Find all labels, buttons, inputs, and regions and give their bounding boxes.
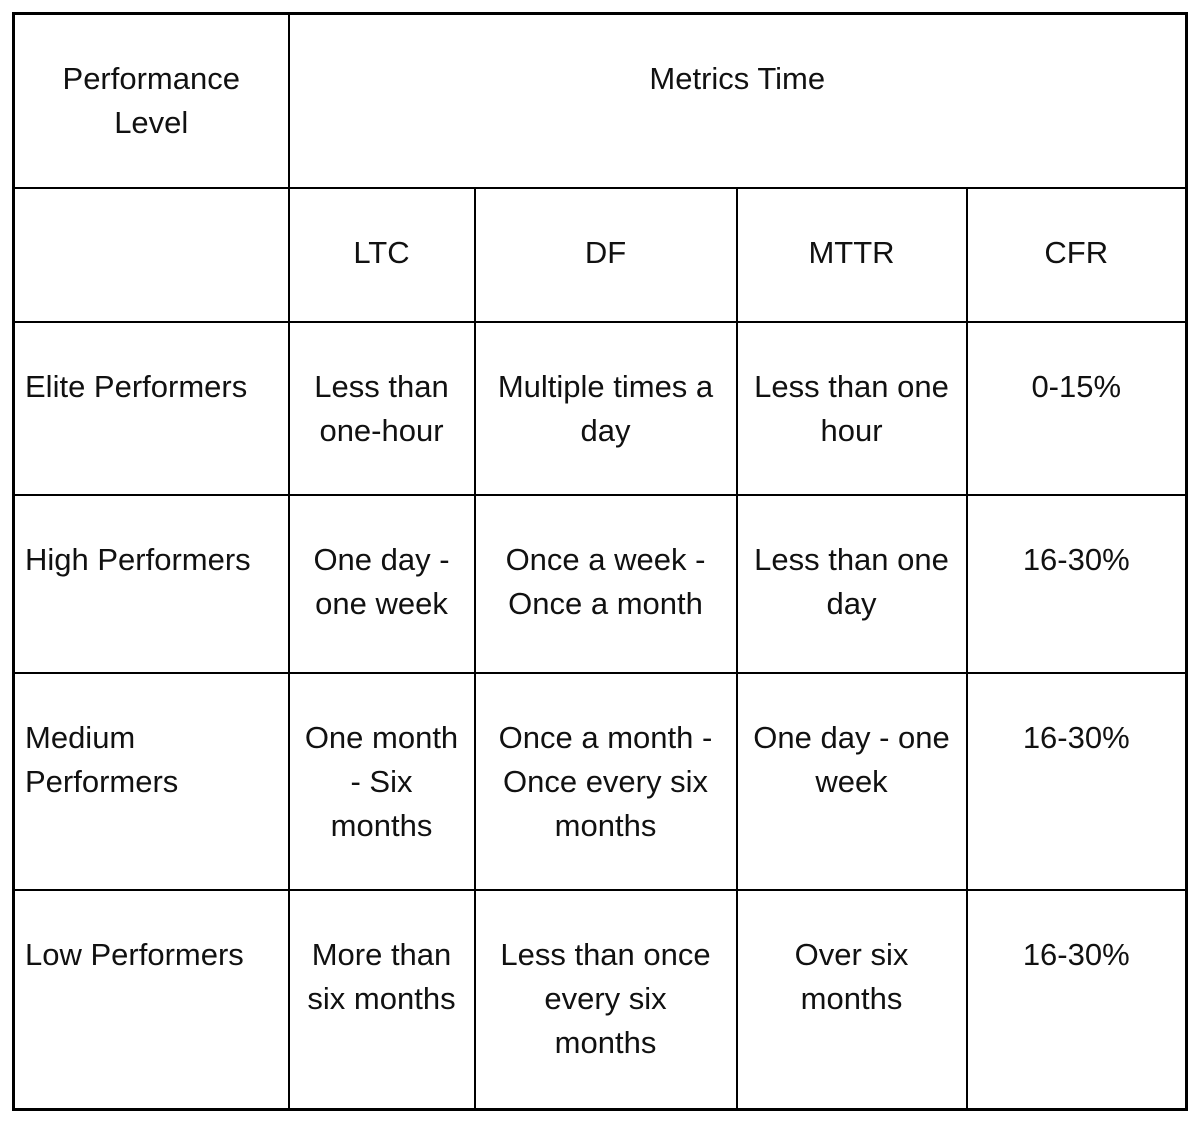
table-row-low-performers: Low Performers More than six months Less… — [12, 888, 1188, 1111]
low-ltc-cell: More than six months — [287, 888, 476, 1111]
header-row: Performance Level Metrics Time — [12, 12, 1188, 189]
high-cfr-cell: 16-30% — [965, 493, 1188, 674]
empty-corner-cell — [12, 186, 290, 323]
cfr-column-header: CFR — [965, 186, 1188, 323]
metric-column-headers-row: LTC DF MTTR CFR — [12, 186, 1188, 323]
table-row-high-performers: High Performers One day - one week Once … — [12, 493, 1188, 674]
medium-level-cell: Medium Performers — [12, 671, 290, 891]
low-level-cell: Low Performers — [12, 888, 290, 1111]
performance-metrics-table: Performance Level Metrics Time LTC DF MT… — [12, 12, 1188, 1111]
medium-cfr-cell: 16-30% — [965, 671, 1188, 891]
metrics-time-header-cell: Metrics Time — [287, 12, 1188, 189]
ltc-column-header: LTC — [287, 186, 476, 323]
medium-mttr-cell: One day - one week — [735, 671, 968, 891]
table-row-elite-performers: Elite Performers Less than one-hour Mult… — [12, 320, 1188, 496]
low-mttr-cell: Over six months — [735, 888, 968, 1111]
medium-df-cell: Once a month - Once every six months — [473, 671, 738, 891]
df-column-header: DF — [473, 186, 738, 323]
table-row-medium-performers: Medium Performers One month - Six months… — [12, 671, 1188, 891]
elite-df-cell: Multiple times a day — [473, 320, 738, 496]
high-df-cell: Once a week - Once a month — [473, 493, 738, 674]
elite-cfr-cell: 0-15% — [965, 320, 1188, 496]
elite-level-cell: Elite Performers — [12, 320, 290, 496]
elite-ltc-cell: Less than one-hour — [287, 320, 476, 496]
performance-level-header-cell: Performance Level — [12, 12, 290, 189]
high-ltc-cell: One day - one week — [287, 493, 476, 674]
high-mttr-cell: Less than one day — [735, 493, 968, 674]
mttr-column-header: MTTR — [735, 186, 968, 323]
low-df-cell: Less than once every six months — [473, 888, 738, 1111]
medium-ltc-cell: One month - Six months — [287, 671, 476, 891]
low-cfr-cell: 16-30% — [965, 888, 1188, 1111]
elite-mttr-cell: Less than one hour — [735, 320, 968, 496]
high-level-cell: High Performers — [12, 493, 290, 674]
